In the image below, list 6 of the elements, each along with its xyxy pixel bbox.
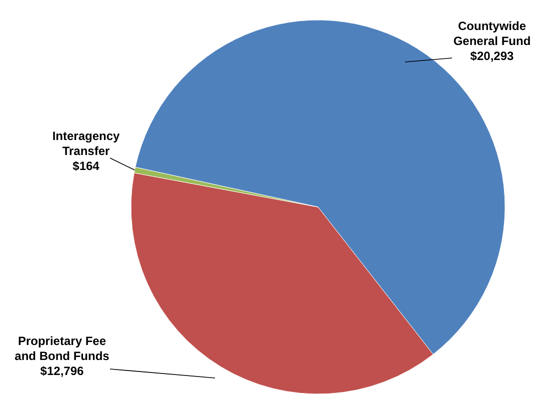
data-label: $12,796 [40,364,84,378]
slice-label: Proprietary Fee and Bond Funds [14,334,110,363]
data-label: $20,293 [470,49,514,63]
slice-label: Interagency Transfer [52,129,120,158]
data-label: $164 [72,159,100,173]
slice-label: Countywide General Fund [453,19,531,48]
